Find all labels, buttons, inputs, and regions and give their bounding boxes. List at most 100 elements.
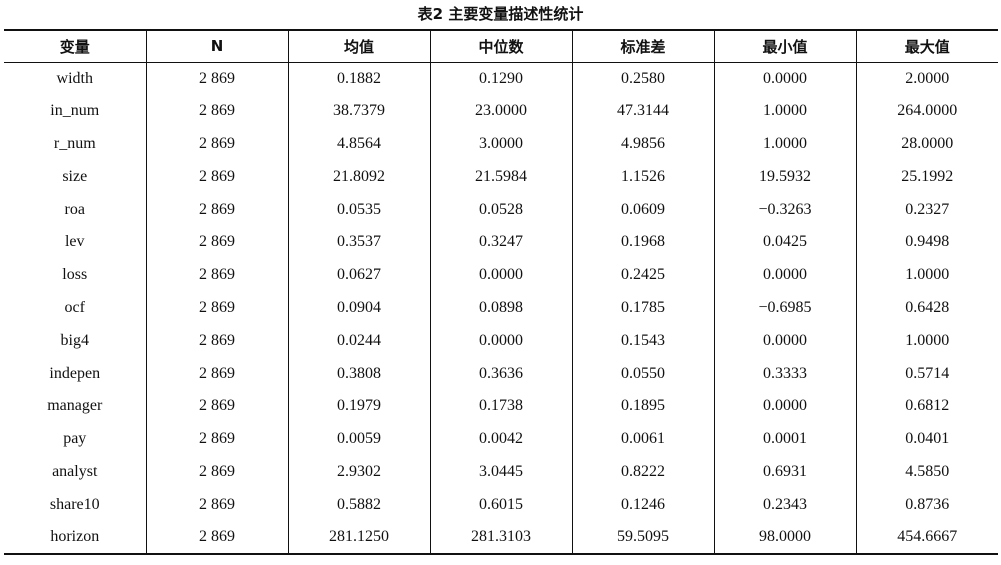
cell-std: 0.2580 — [571, 62, 714, 95]
table-row: share10 2 869 0.5882 0.6015 0.1246 0.2343 0.87… — [4, 488, 998, 522]
cell-median: 3.0445 — [429, 455, 572, 489]
cell-n: 2 869 — [145, 357, 288, 390]
header-max: 最大值 — [855, 29, 998, 63]
cell-min: 0.2343 — [713, 488, 856, 522]
cell-variable: r_num — [53, 134, 96, 152]
cell-min: 0.3333 — [713, 357, 856, 390]
cell-std: 59.5095 — [571, 521, 714, 555]
cell-max: 1.0000 — [855, 324, 998, 358]
cell-mean: 0.3808 — [287, 357, 430, 390]
header-variable: 变量 — [4, 29, 146, 63]
cell-variable: lev — [64, 233, 85, 251]
descriptive-statistics-table: 变量 N 均值 中位数 标准差 最小值 最大值 width 2 869 0.1882 0.1290… — [4, 29, 998, 555]
cell-median: 0.3636 — [429, 357, 572, 390]
cell-std: 0.1246 — [571, 488, 714, 522]
cell-std: 0.1543 — [571, 324, 714, 358]
table-row: indepen 2 869 0.3808 0.3636 0.0550 0.3333 0.57… — [4, 357, 998, 390]
cell-n: 2 869 — [145, 488, 288, 522]
cell-variable: loss — [62, 266, 88, 284]
cell-min: 19.5932 — [713, 160, 856, 194]
cell-median: 23.0000 — [429, 94, 572, 128]
cell-max: 0.5714 — [855, 357, 998, 390]
cell-std: 0.1785 — [571, 291, 714, 325]
cell-median: 0.0000 — [429, 324, 572, 358]
cell-mean: 38.7379 — [287, 94, 430, 128]
cell-min: −0.6985 — [713, 291, 856, 325]
table-header: 变量 N 均值 中位数 标准差 最小值 最大值 — [4, 29, 998, 63]
statistics-table-container: 变量 N 均值 中位数 标准差 最小值 最大值 width 2 869 0.1882 0.1290… — [4, 29, 998, 555]
cell-mean: 0.3537 — [287, 225, 430, 259]
cell-n: 2 869 — [145, 521, 288, 555]
cell-variable: analyst — [52, 462, 98, 480]
table-row: loss 2 869 0.0627 0.0000 0.2425 0.0000 1.0000 — [4, 258, 998, 292]
cell-min: 0.0000 — [713, 324, 856, 358]
cell-variable: manager — [47, 397, 103, 415]
cell-min: 98.0000 — [713, 521, 856, 555]
cell-n: 2 869 — [145, 193, 288, 226]
cell-std: 1.1526 — [571, 160, 714, 194]
table-row: manager 2 869 0.1979 0.1738 0.1895 0.0000 0.68… — [4, 389, 998, 423]
table-caption: 表2 主要变量描述性统计 — [417, 5, 584, 23]
table-row: roa 2 869 0.0535 0.0528 0.0609 −0.3263 0.2327 — [4, 193, 998, 226]
table-row: lev 2 869 0.3537 0.3247 0.1968 0.0425 0.9498 — [4, 225, 998, 259]
cell-mean: 0.1979 — [287, 389, 430, 423]
cell-median: 0.0000 — [429, 258, 572, 292]
cell-max: 1.0000 — [855, 258, 998, 292]
cell-n: 2 869 — [145, 455, 288, 489]
cell-n: 2 869 — [145, 422, 288, 456]
cell-n: 2 869 — [145, 62, 288, 95]
cell-n: 2 869 — [145, 160, 288, 194]
cell-max: 0.2327 — [855, 193, 998, 226]
cell-median: 281.3103 — [429, 521, 572, 555]
cell-mean: 0.5882 — [287, 488, 430, 522]
cell-max: 2.0000 — [855, 62, 998, 95]
cell-variable: pay — [63, 430, 87, 448]
table-row: ocf 2 869 0.0904 0.0898 0.1785 −0.6985 0.6428 — [4, 291, 998, 325]
cell-mean: 0.0627 — [287, 258, 430, 292]
cell-max: 28.0000 — [855, 127, 998, 161]
cell-std: 0.0061 — [571, 422, 714, 456]
cell-median: 0.1290 — [429, 62, 572, 95]
cell-std: 0.8222 — [571, 455, 714, 489]
cell-min: 0.0425 — [713, 225, 856, 259]
cell-variable: indepen — [49, 364, 101, 382]
cell-std: 47.3144 — [571, 94, 714, 128]
cell-median: 0.0898 — [429, 291, 572, 325]
cell-mean: 0.0244 — [287, 324, 430, 358]
cell-variable: ocf — [64, 298, 85, 316]
cell-median: 0.6015 — [429, 488, 572, 522]
table-row: r_num 2 869 4.8564 3.0000 4.9856 1.0000 28.000… — [4, 127, 998, 161]
cell-mean: 4.8564 — [287, 127, 430, 161]
cell-max: 0.0401 — [855, 422, 998, 456]
cell-max: 4.5850 — [855, 455, 998, 489]
cell-min: 0.0000 — [713, 62, 856, 95]
cell-min: 1.0000 — [713, 94, 856, 128]
cell-median: 21.5984 — [429, 160, 572, 194]
cell-max: 0.8736 — [855, 488, 998, 522]
header-n: N — [145, 29, 288, 63]
cell-n: 2 869 — [145, 225, 288, 259]
table-row: horizon 2 869 281.1250 281.3103 59.5095 98.00… — [4, 521, 998, 555]
table-row: big4 2 869 0.0244 0.0000 0.1543 0.0000 1.0000 — [4, 324, 998, 358]
header-mean: 均值 — [287, 29, 430, 63]
header-min: 最小值 — [713, 29, 856, 63]
table-row: size 2 869 21.8092 21.5984 1.1526 19.5932 25.1… — [4, 160, 998, 194]
cell-std: 0.1968 — [571, 225, 714, 259]
cell-mean: 281.1250 — [287, 521, 430, 555]
cell-median: 3.0000 — [429, 127, 572, 161]
cell-variable: width — [56, 69, 93, 87]
cell-min: −0.3263 — [713, 193, 856, 226]
cell-min: 0.0000 — [713, 258, 856, 292]
cell-variable: in_num — [50, 102, 100, 120]
cell-max: 264.0000 — [855, 94, 998, 128]
cell-std: 0.0550 — [571, 357, 714, 390]
cell-max: 454.6667 — [855, 521, 998, 555]
cell-variable: size — [62, 167, 88, 185]
cell-variable: roa — [64, 200, 85, 218]
cell-n: 2 869 — [145, 94, 288, 128]
table-row: pay 2 869 0.0059 0.0042 0.0061 0.0001 0.0401 — [4, 422, 998, 456]
cell-max: 25.1992 — [855, 160, 998, 194]
cell-mean: 0.0904 — [287, 291, 430, 325]
cell-variable: horizon — [4, 521, 146, 555]
cell-n: 2 869 — [145, 324, 288, 358]
